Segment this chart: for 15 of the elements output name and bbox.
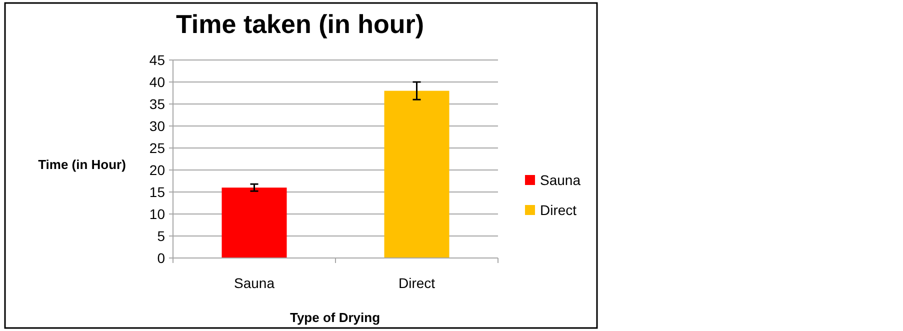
x-axis-title: Type of Drying (290, 310, 380, 325)
y-tick-label: 20 (149, 162, 166, 178)
legend-label: Direct (540, 202, 577, 218)
y-tick-label: 10 (149, 206, 166, 222)
y-tick-label: 35 (149, 96, 166, 112)
y-tick-label: 5 (157, 228, 166, 244)
chart-title: Time taken (in hour) (176, 9, 424, 39)
legend-label: Sauna (540, 172, 581, 188)
y-tick-label: 0 (157, 250, 166, 266)
y-tick-label: 45 (149, 52, 166, 68)
y-tick-label: 15 (149, 184, 166, 200)
y-tick-label: 40 (149, 74, 166, 90)
y-axis-title: Time (in Hour) (38, 157, 126, 172)
y-tick-label: 25 (149, 140, 166, 156)
y-tick-label: 30 (149, 118, 166, 134)
